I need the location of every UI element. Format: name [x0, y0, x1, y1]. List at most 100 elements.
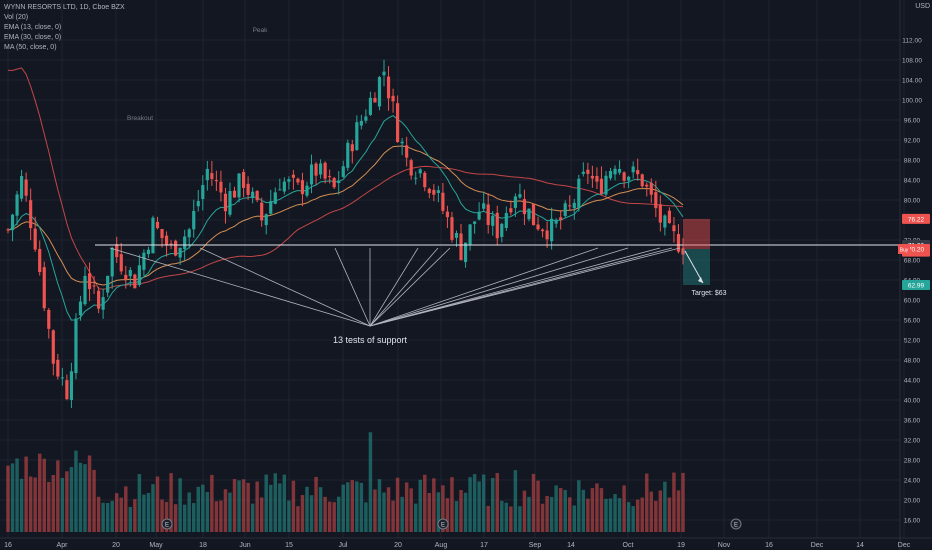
legend-ema13: EMA (13, close, 0) — [4, 24, 62, 31]
volume-bar — [101, 502, 105, 532]
earnings-event-icon — [730, 518, 742, 530]
volume-bar — [160, 499, 164, 532]
candle-body — [273, 192, 277, 204]
volume-bar — [28, 476, 33, 532]
candle-body — [373, 97, 377, 103]
candle-body — [572, 202, 576, 209]
candle-body — [110, 247, 114, 277]
candle-body — [128, 269, 132, 277]
volume-bar — [481, 474, 486, 532]
candle-body — [672, 225, 676, 232]
candle-body — [427, 188, 431, 194]
volume-bar — [418, 479, 422, 532]
volume-bar — [608, 498, 613, 532]
support-test-arrow — [334, 247, 371, 327]
candle-body — [663, 215, 667, 228]
candle-body — [405, 145, 409, 158]
volume-bar — [278, 483, 282, 532]
volume-bar — [413, 503, 418, 532]
x-tick-label: May — [149, 542, 163, 549]
candle-body — [359, 120, 363, 126]
volume-bar — [545, 495, 549, 532]
volume-bar — [205, 492, 210, 532]
x-tick-label: Oct — [623, 542, 634, 549]
volume-bar — [10, 463, 15, 532]
volume-bar — [509, 506, 513, 532]
earnings-event-label: E — [441, 523, 445, 529]
volume-bar — [282, 474, 287, 532]
candle-body — [328, 176, 332, 178]
volume-bar — [305, 486, 309, 532]
volume-bar — [667, 497, 672, 532]
volume-bar — [214, 501, 219, 532]
candle-body — [418, 169, 422, 174]
volume-bar — [182, 504, 187, 532]
volume-bar — [391, 500, 395, 532]
candle-body — [228, 191, 232, 215]
volume-bar — [124, 486, 128, 532]
volume-bar — [223, 489, 228, 532]
volume-bar — [681, 472, 685, 532]
volume-bar — [255, 481, 259, 532]
volume-bar — [264, 474, 268, 532]
support-test-arrow — [369, 247, 451, 327]
candle-body — [241, 171, 246, 188]
candle-body — [518, 194, 522, 198]
volume-bar — [133, 499, 137, 532]
candle-body — [495, 212, 499, 239]
support-test-arrow — [369, 247, 599, 327]
volume-bar — [300, 495, 305, 532]
x-tick-label: 20 — [394, 542, 402, 549]
volume-bar — [368, 432, 373, 532]
x-tick-label: Jun — [239, 542, 250, 549]
ema13-line — [7, 115, 684, 321]
volume-bar — [436, 492, 441, 532]
candle-body — [142, 252, 146, 270]
target-label: Target: $63 — [691, 290, 726, 297]
candle-body — [164, 235, 169, 245]
volume-bar — [137, 474, 142, 532]
volume-bar — [105, 502, 110, 532]
volume-bar — [409, 488, 413, 532]
volume-bar — [395, 477, 400, 532]
x-tick-label: Jul — [339, 542, 348, 549]
candle-body — [183, 236, 187, 250]
candle-body — [187, 229, 191, 238]
volume-bar — [219, 500, 223, 532]
currency-label: USD — [915, 3, 930, 10]
candle-body — [314, 163, 318, 176]
volume-bar — [33, 477, 37, 532]
volume-bar — [486, 505, 490, 532]
volume-bar — [404, 482, 409, 532]
volume-bar — [291, 480, 296, 532]
candle-body — [178, 247, 182, 258]
volume-bar — [69, 467, 74, 532]
x-tick-label: 18 — [199, 542, 207, 549]
candle-body — [38, 248, 42, 273]
candle-body — [60, 377, 64, 379]
ma50-line — [7, 67, 684, 290]
candle-body — [509, 208, 513, 213]
grid-lines — [0, 0, 905, 538]
candle-body — [599, 178, 604, 194]
volume-bar — [287, 500, 291, 532]
candle-body — [590, 175, 594, 179]
candle-body — [24, 179, 28, 196]
candle-body — [540, 229, 545, 232]
candle-body — [473, 221, 477, 224]
candle-body — [296, 178, 300, 183]
volume-bar — [173, 504, 178, 532]
x-tick-label: 20 — [112, 542, 120, 549]
volume-bar — [663, 481, 667, 532]
y-tick-label: 48.00 — [904, 358, 921, 365]
volume-bar — [309, 495, 314, 532]
candle-body — [581, 171, 585, 174]
volume-bar — [432, 478, 436, 532]
candle-body — [350, 144, 354, 152]
volume-bar — [269, 484, 273, 532]
candle-body — [550, 218, 554, 242]
candle-body — [676, 234, 681, 252]
candle-body — [563, 203, 567, 216]
volume-bar — [232, 479, 237, 532]
